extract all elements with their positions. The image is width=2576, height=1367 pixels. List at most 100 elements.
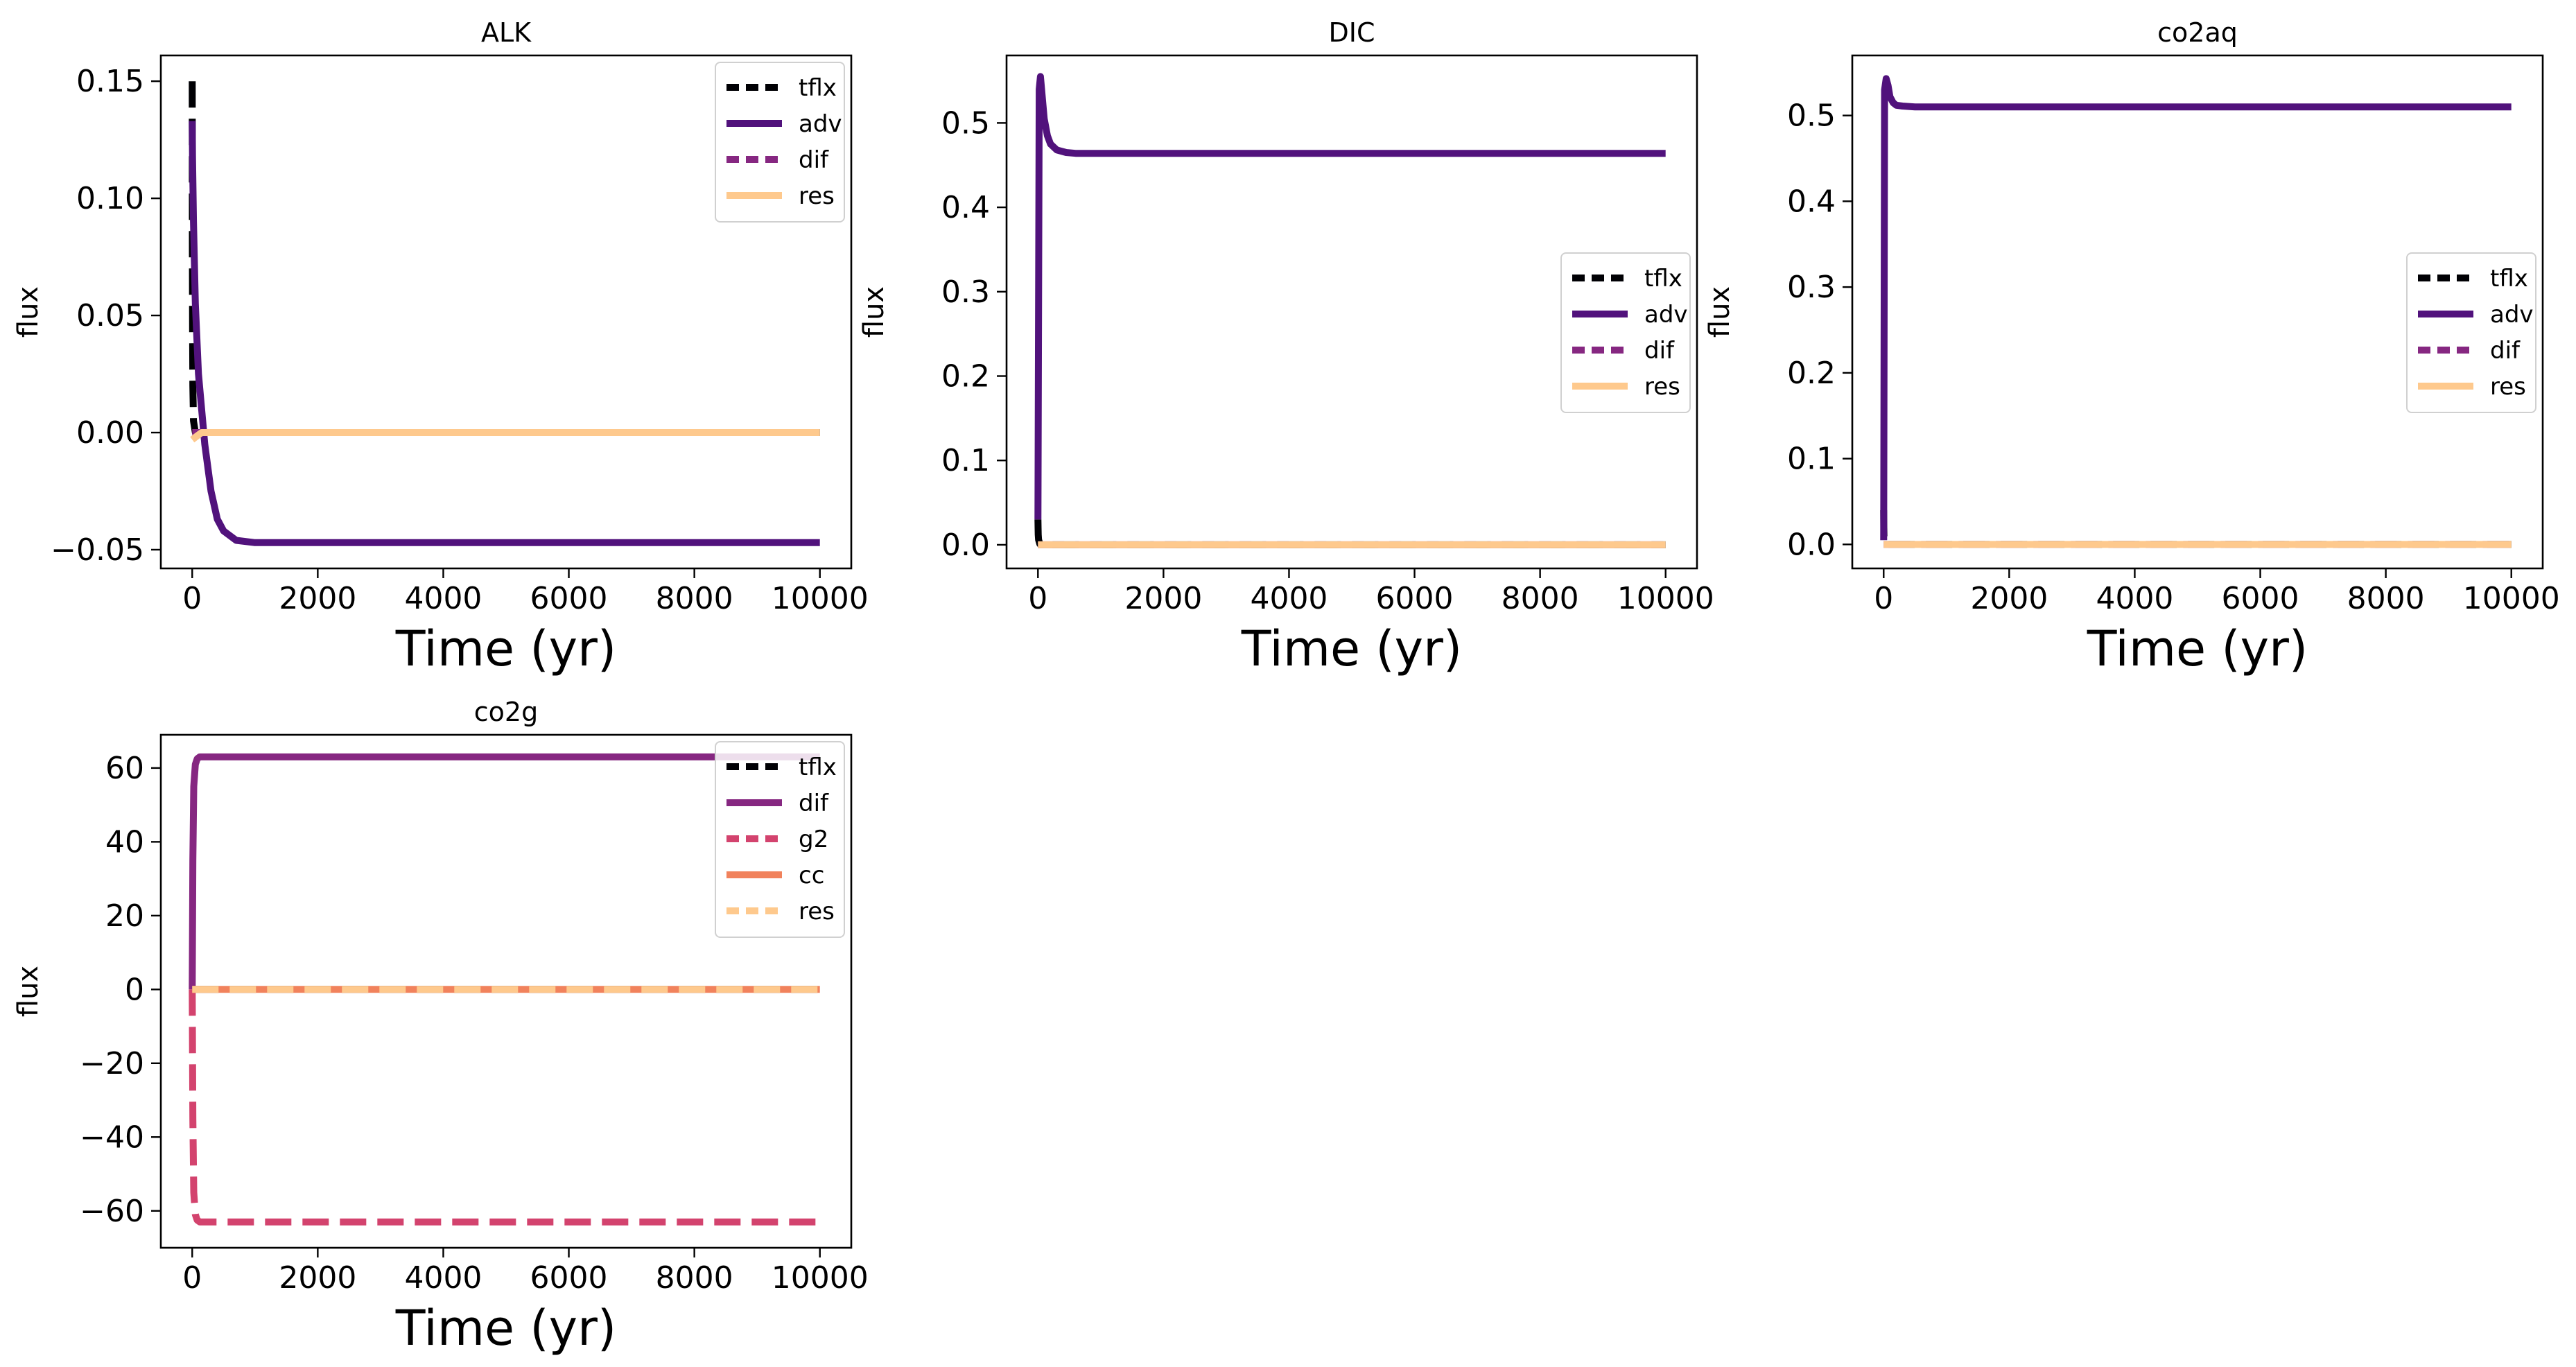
x-tick-label: 4000 <box>2096 581 2173 616</box>
x-tick-label: 10000 <box>772 581 869 616</box>
legend-box <box>715 741 845 938</box>
y-tick-label: 0.1 <box>1787 442 1836 477</box>
legend-label-res: res <box>799 182 835 210</box>
x-tick-label: 2000 <box>1970 581 2048 616</box>
x-tick-label: 6000 <box>1376 581 1454 616</box>
legend-label-res: res <box>2490 373 2526 401</box>
y-tick-label: −0.05 <box>51 532 144 568</box>
y-tick-label: 0.10 <box>76 181 144 216</box>
legend-label-adv: adv <box>799 110 842 138</box>
legend-label-adv: adv <box>2490 301 2534 329</box>
panel-3: 0 2000 4000 6000 8000 10000 −60 −40 −20 0 20 40 60 co… <box>12 697 869 1357</box>
legend-label-dif: dif <box>1644 337 1675 365</box>
x-axis-label: Time (yr) <box>2087 620 2308 677</box>
series-line-adv <box>189 121 820 546</box>
legend: tflx dif g2 cc res <box>715 741 845 938</box>
legend-label-cc: cc <box>799 862 824 889</box>
x-axis-label: Time (yr) <box>395 620 616 677</box>
chart-title: co2aq <box>2157 17 2238 48</box>
legend-label-tflx: tflx <box>799 74 837 102</box>
x-tick-label: 8000 <box>1502 581 1579 616</box>
y-tick-label: 0.0 <box>941 528 990 563</box>
series-line-tflx <box>1034 519 1666 548</box>
panel-0: 0 2000 4000 6000 8000 10000 −0.05 0.00 0.05 0.10 0… <box>12 17 869 677</box>
axes-frame <box>159 733 853 1249</box>
x-tick-label: 0 <box>182 581 202 616</box>
y-tick-label: 40 <box>105 824 144 860</box>
y-tick-label: 0.0 <box>1787 527 1836 562</box>
x-tick-label: 2000 <box>1124 581 1202 616</box>
y-axis-label: flux <box>858 286 890 338</box>
y-tick-label: 0.3 <box>1787 270 1836 305</box>
panel-1: 0 2000 4000 6000 8000 10000 0.0 0.1 0.2 0.3 0.4 0.5… <box>858 17 1714 677</box>
x-tick-label: 0 <box>1028 581 1047 616</box>
x-tick-label: 10000 <box>772 1260 869 1296</box>
y-tick-label: 0.00 <box>76 415 144 451</box>
x-axis-label: Time (yr) <box>395 1300 616 1357</box>
legend-box <box>2406 252 2536 413</box>
chart-title: ALK <box>481 17 532 48</box>
x-tick-label: 8000 <box>2347 581 2425 616</box>
x-tick-label: 4000 <box>404 1260 482 1296</box>
x-tick-label: 10000 <box>1617 581 1714 616</box>
legend: tflx adv dif res <box>2406 252 2536 413</box>
x-tick-label: 4000 <box>404 581 482 616</box>
axes-frame <box>1005 54 1698 570</box>
series-group <box>1034 73 1666 548</box>
y-axis-label: flux <box>12 966 44 1017</box>
legend-label-res: res <box>1644 373 1680 401</box>
y-tick-label: 0.1 <box>941 443 990 478</box>
y-tick-label: 0.5 <box>1787 98 1836 134</box>
series-line-res <box>190 429 820 443</box>
x-axis-label: Time (yr) <box>1241 620 1462 677</box>
legend: tflx adv dif res <box>715 62 845 223</box>
series-line-g2 <box>189 989 820 1226</box>
y-tick-label: 60 <box>105 751 144 786</box>
series-line-adv <box>1880 75 2512 541</box>
x-tick-label: 2000 <box>279 1260 356 1296</box>
x-tick-label: 4000 <box>1250 581 1328 616</box>
series-group <box>189 753 820 1226</box>
y-tick-label: 0.3 <box>941 275 990 310</box>
legend-label-dif: dif <box>799 790 829 817</box>
y-tick-label: −40 <box>80 1120 144 1155</box>
legend-label-dif: dif <box>799 146 829 174</box>
x-tick-label: 0 <box>182 1260 202 1296</box>
legend-label-g2: g2 <box>799 826 828 853</box>
x-tick-label: 2000 <box>279 581 356 616</box>
x-tick-label: 6000 <box>2222 581 2299 616</box>
legend-label-adv: adv <box>1644 301 1688 329</box>
y-tick-label: −20 <box>80 1046 144 1081</box>
chart-title: DIC <box>1328 17 1375 48</box>
y-tick-label: 0 <box>125 972 144 1007</box>
y-tick-label: 0.4 <box>1787 184 1836 219</box>
y-axis-label: flux <box>12 286 44 338</box>
legend-label-tflx: tflx <box>2490 265 2528 293</box>
y-tick-label: −60 <box>80 1194 144 1229</box>
x-tick-label: 0 <box>1874 581 1893 616</box>
axes-frame <box>159 54 853 570</box>
x-tick-label: 6000 <box>530 1260 608 1296</box>
y-tick-label: 0.05 <box>76 298 144 333</box>
series-group <box>1880 75 2512 548</box>
axes-frame <box>1851 54 2544 570</box>
y-axis-label: flux <box>1704 286 1736 338</box>
chart-title: co2g <box>474 697 538 727</box>
panel-2: 0 2000 4000 6000 8000 10000 0.0 0.1 0.2 0.3 0.4 0.5… <box>1704 17 2560 677</box>
x-tick-label: 6000 <box>530 581 608 616</box>
y-tick-label: 0.4 <box>941 190 990 225</box>
y-tick-label: 0.2 <box>941 359 990 394</box>
y-tick-label: 0.2 <box>1787 356 1836 391</box>
legend-box <box>715 62 845 223</box>
y-tick-label: 0.5 <box>941 105 990 141</box>
series-group <box>189 81 820 546</box>
legend-box <box>1560 252 1691 413</box>
legend-label-res: res <box>799 898 835 925</box>
legend: tflx adv dif res <box>1560 252 1691 413</box>
y-tick-label: 0.15 <box>76 64 144 99</box>
legend-label-tflx: tflx <box>799 754 837 781</box>
x-tick-label: 8000 <box>656 1260 733 1296</box>
legend-label-tflx: tflx <box>1644 265 1682 293</box>
